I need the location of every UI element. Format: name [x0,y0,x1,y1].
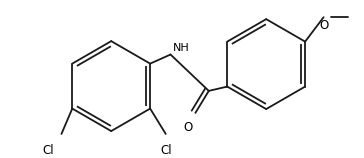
Text: Cl: Cl [42,143,54,157]
Text: NH: NH [173,43,189,53]
Text: O: O [183,121,192,134]
Text: Cl: Cl [160,143,171,157]
Text: O: O [319,19,328,32]
